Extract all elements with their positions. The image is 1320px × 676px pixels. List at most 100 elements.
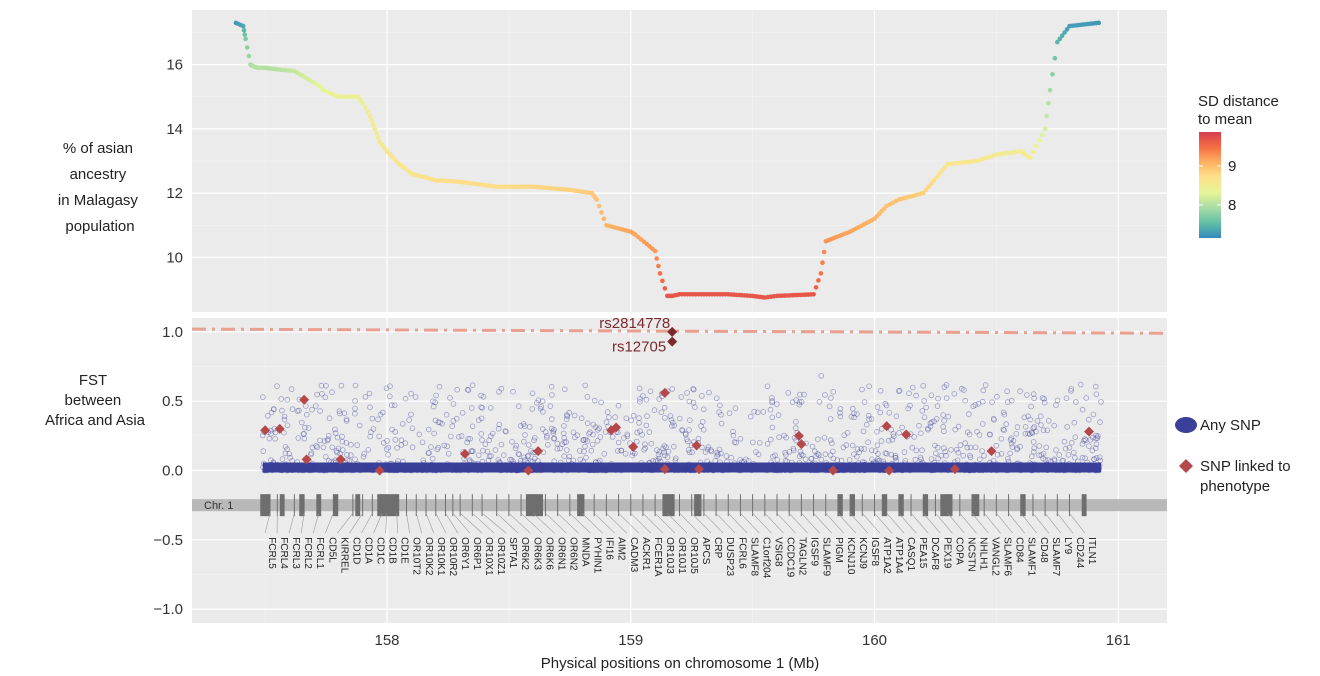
any-snp-point bbox=[317, 408, 323, 414]
any-snp-point bbox=[409, 444, 416, 451]
any-snp-point bbox=[383, 446, 390, 452]
any-snp-point bbox=[699, 393, 705, 399]
any-snp-point bbox=[927, 423, 934, 430]
any-snp-point bbox=[453, 467, 460, 474]
any-snp-point bbox=[700, 406, 707, 413]
any-snp-point bbox=[601, 466, 607, 472]
any-snp-point bbox=[356, 422, 363, 429]
any-snp-point bbox=[448, 465, 455, 471]
any-snp-point bbox=[682, 466, 689, 473]
any-snp-point bbox=[912, 456, 919, 463]
gene-label: VANGL2 bbox=[990, 537, 1001, 576]
any-snp-point bbox=[632, 466, 638, 473]
any-snp-point bbox=[574, 432, 581, 439]
x-axis-label: Physical positions on chromosome 1 (Mb) bbox=[541, 655, 819, 672]
any-snp-point bbox=[979, 421, 986, 427]
fst-y-axis-label: FST between Africa and Asia bbox=[45, 372, 146, 429]
any-snp-point bbox=[323, 464, 329, 471]
any-snp-point bbox=[396, 465, 403, 472]
any-snp-point bbox=[772, 467, 778, 473]
any-snp-point bbox=[865, 412, 872, 419]
gene-connector bbox=[630, 512, 652, 534]
any-snp-point bbox=[588, 447, 595, 454]
any-snp-point bbox=[308, 450, 315, 457]
any-snp-point bbox=[511, 467, 518, 474]
any-snp-point bbox=[975, 400, 982, 407]
any-snp-point bbox=[1060, 467, 1067, 474]
ancestry-point bbox=[242, 32, 248, 37]
any-snp-point bbox=[1014, 445, 1020, 451]
any-snp-point bbox=[443, 464, 450, 471]
any-snp-point bbox=[728, 454, 734, 461]
any-snp-point bbox=[684, 466, 691, 473]
any-snp-point bbox=[970, 403, 976, 410]
any-snp-point bbox=[320, 467, 327, 474]
ancestry-point bbox=[929, 181, 934, 186]
any-snp-point bbox=[329, 389, 335, 395]
any-snp-point bbox=[998, 450, 1005, 457]
any-snp-point bbox=[399, 421, 406, 427]
x-tick-labels: 158 159 160 161 bbox=[374, 632, 1130, 649]
any-snp-point bbox=[279, 467, 286, 474]
phenotype-snp-point bbox=[901, 429, 912, 440]
any-snp-point bbox=[603, 467, 609, 473]
any-snp-point bbox=[961, 387, 967, 393]
any-snp-point bbox=[320, 467, 327, 474]
any-snp-point bbox=[861, 459, 868, 466]
any-snp-point bbox=[726, 465, 733, 471]
any-snp-point bbox=[941, 417, 947, 424]
any-snp-point bbox=[702, 449, 709, 455]
any-snp-point bbox=[684, 390, 690, 396]
any-snp-point bbox=[876, 457, 883, 464]
any-snp-point bbox=[690, 386, 696, 392]
any-snp-point bbox=[1091, 456, 1097, 463]
any-snp-point bbox=[675, 467, 682, 474]
any-snp-point bbox=[686, 461, 692, 468]
any-snp-point bbox=[888, 460, 895, 467]
any-snp-point bbox=[468, 459, 475, 466]
any-snp-point bbox=[851, 451, 857, 458]
ancestry-point bbox=[660, 278, 665, 284]
ancestry-point bbox=[662, 286, 668, 291]
ancestry-points bbox=[233, 20, 1102, 300]
any-snp-point bbox=[435, 444, 442, 451]
any-snp-point bbox=[438, 463, 444, 469]
any-snp-point bbox=[863, 421, 870, 428]
any-snp-point bbox=[841, 463, 847, 470]
gene-label: OR10Z1 bbox=[495, 537, 506, 575]
any-snp-point bbox=[628, 464, 635, 471]
any-snp-point bbox=[388, 460, 395, 467]
any-snp-point bbox=[978, 464, 985, 470]
any-snp-point bbox=[576, 448, 583, 454]
any-snp-point bbox=[287, 454, 293, 461]
any-snp-point bbox=[991, 416, 997, 423]
any-snp-point bbox=[646, 429, 653, 435]
ancestry-point bbox=[241, 28, 247, 33]
any-snp-point bbox=[851, 467, 858, 474]
any-snp-point bbox=[511, 466, 517, 472]
any-snp-point bbox=[1014, 446, 1020, 453]
gene-label: SLAMF1 bbox=[1026, 537, 1037, 576]
sd-legend-title: SD distance to mean bbox=[1198, 93, 1283, 128]
any-snp-point bbox=[416, 466, 422, 473]
any-snp-point bbox=[486, 437, 492, 444]
any-snp-point bbox=[814, 451, 821, 457]
any-snp-point bbox=[918, 463, 925, 469]
any-snp-point bbox=[982, 382, 989, 388]
any-snp-point bbox=[860, 428, 867, 435]
any-snp-point bbox=[312, 466, 319, 472]
any-snp-point bbox=[286, 450, 293, 457]
any-snp-point bbox=[509, 438, 515, 445]
any-snp-point bbox=[376, 460, 382, 466]
any-snp-point bbox=[784, 458, 790, 465]
any-snp-point bbox=[408, 411, 414, 418]
ancestry-point bbox=[942, 165, 948, 170]
any-snp-point bbox=[1048, 458, 1054, 465]
any-snp-point bbox=[698, 423, 704, 429]
any-snp-point bbox=[877, 387, 884, 394]
any-snp-point bbox=[1062, 467, 1069, 474]
any-snp-point bbox=[919, 408, 926, 414]
any-snp-point bbox=[534, 399, 540, 406]
any-snp-point bbox=[499, 466, 505, 473]
gene-block bbox=[333, 494, 339, 517]
